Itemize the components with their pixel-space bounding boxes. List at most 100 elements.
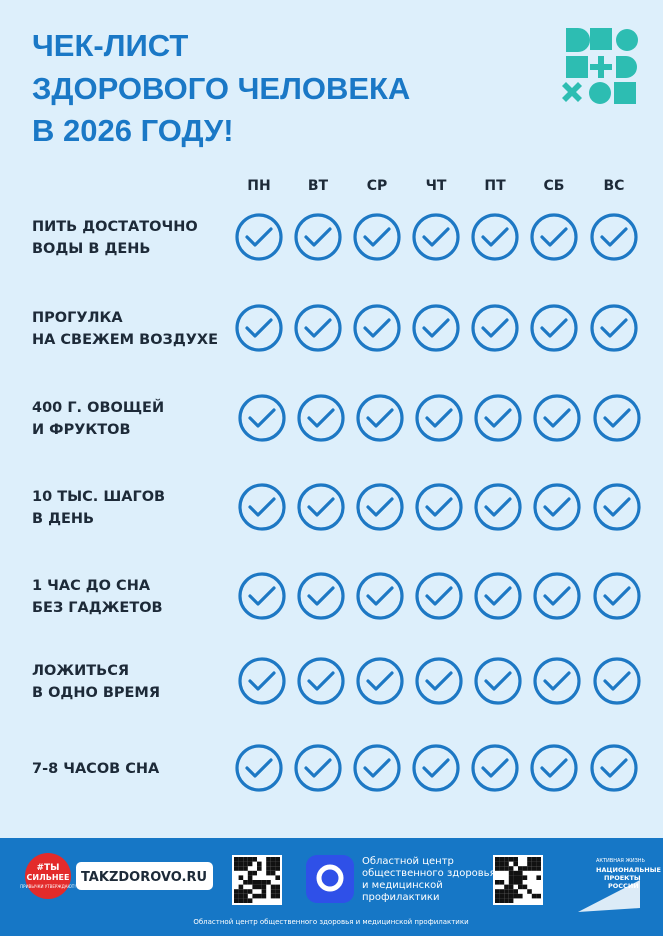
qr-cell <box>508 880 514 885</box>
check-circle <box>533 657 581 705</box>
check-mark <box>600 318 628 338</box>
check-circle <box>297 657 345 705</box>
qr-cell <box>247 898 253 903</box>
check-circle <box>533 572 581 620</box>
qr-cell <box>504 898 509 903</box>
qr-cell <box>508 893 514 899</box>
qr-cell <box>508 866 514 871</box>
qr-cell <box>275 889 280 894</box>
qr-cell <box>527 866 532 871</box>
qr-cell <box>518 880 523 885</box>
check-circle <box>238 572 286 620</box>
check-mark <box>304 318 332 338</box>
np-logo <box>578 880 640 912</box>
check-mark <box>248 497 276 517</box>
site-box <box>76 862 213 890</box>
org-logo-mark <box>316 864 344 892</box>
qr-cell <box>238 857 244 862</box>
check-circle <box>474 572 522 620</box>
qr-cell <box>234 861 239 867</box>
qr-cell <box>266 866 271 871</box>
check-circle <box>356 657 404 705</box>
check-circle <box>474 483 522 531</box>
qr-cell <box>495 880 500 885</box>
day-label: ПТ <box>484 178 506 194</box>
check-mark <box>363 758 391 778</box>
qr-cell <box>275 893 280 899</box>
qr-cell <box>499 861 505 867</box>
check-circle <box>530 213 578 261</box>
check-mark <box>600 227 628 247</box>
qr-cell <box>257 861 262 867</box>
check-circle <box>235 304 283 352</box>
check-circle <box>412 304 460 352</box>
check-circle <box>294 304 342 352</box>
check-mark <box>366 497 394 517</box>
check-circle <box>415 394 463 442</box>
check-circle <box>353 304 401 352</box>
qr-cell <box>499 889 505 894</box>
qr-cell <box>495 857 500 862</box>
check-mark <box>307 586 335 606</box>
qr-cell <box>531 857 537 862</box>
qr-cell <box>508 889 514 894</box>
check-circle <box>238 483 286 531</box>
check-circle <box>530 744 578 792</box>
check-mark <box>307 671 335 691</box>
check-circle <box>294 744 342 792</box>
qr-cell <box>238 898 244 903</box>
qr-cell <box>513 880 518 885</box>
check-mark <box>425 497 453 517</box>
row-label: В ДЕНЬ <box>32 511 94 527</box>
check-mark <box>540 758 568 778</box>
row-label: И ФРУКТОВ <box>32 422 131 438</box>
check-mark <box>603 671 631 691</box>
check-circle <box>593 657 641 705</box>
qr-cell <box>504 861 509 867</box>
org-line: Областной центр <box>362 856 454 867</box>
check-mark <box>543 671 571 691</box>
check-circle <box>297 572 345 620</box>
qr-cell <box>266 880 271 885</box>
check-mark <box>425 408 453 428</box>
qr-cell <box>531 893 537 899</box>
qr-cell <box>513 889 518 894</box>
check-circle <box>297 394 345 442</box>
check-mark <box>603 408 631 428</box>
qr-cell <box>238 861 244 867</box>
check-circle <box>471 744 519 792</box>
qr-cell <box>238 884 244 890</box>
day-label: СР <box>367 178 388 194</box>
qr-cell <box>531 866 537 871</box>
check-circle <box>356 394 404 442</box>
qr-cell <box>247 880 253 885</box>
qr-cell <box>504 866 509 871</box>
check-mark <box>366 586 394 606</box>
qr-cell <box>499 866 505 871</box>
check-circle <box>353 213 401 261</box>
qr-cell <box>247 861 253 867</box>
check-circle <box>412 744 460 792</box>
qr-cell <box>243 861 248 867</box>
qr-cell <box>234 893 239 899</box>
check-circle <box>474 394 522 442</box>
qr-cell <box>536 857 541 862</box>
check-mark <box>245 758 273 778</box>
qr-cell <box>252 880 257 885</box>
qr-cell <box>508 875 514 880</box>
check-circle <box>593 394 641 442</box>
check-mark <box>307 497 335 517</box>
qr-cell <box>243 889 248 894</box>
np-line: РОССИИ <box>608 882 639 890</box>
row-label: ПИТЬ ДОСТАТОЧНО <box>32 219 198 235</box>
qr-cell <box>508 898 514 903</box>
check-mark <box>248 671 276 691</box>
site[interactable]: TAKZDOROVO.RU <box>81 870 207 885</box>
org-line: профилактики <box>362 892 439 903</box>
check-mark <box>603 586 631 606</box>
row-label: ПРОГУЛКА <box>32 310 123 326</box>
qr-cell <box>522 884 528 890</box>
check-circle <box>471 213 519 261</box>
check-mark <box>422 758 450 778</box>
